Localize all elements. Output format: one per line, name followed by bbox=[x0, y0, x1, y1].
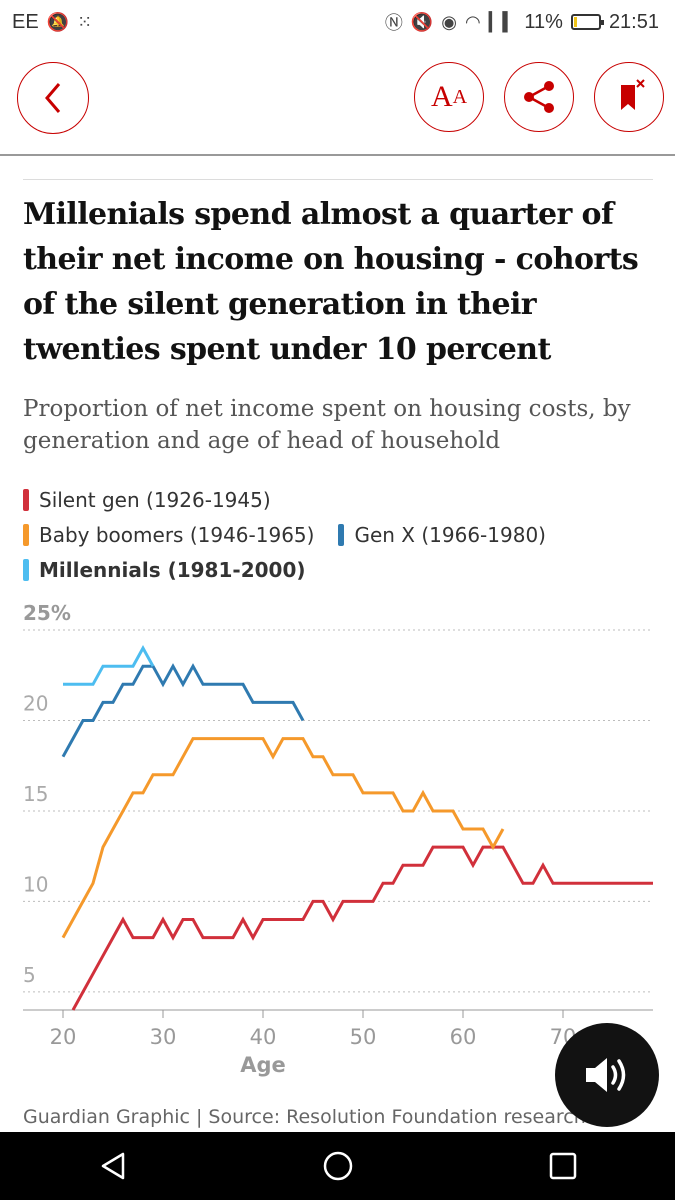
clock: 21:51 bbox=[608, 10, 659, 33]
y-tick-label: 25% bbox=[23, 601, 71, 625]
battery-icon bbox=[570, 14, 604, 30]
back-button[interactable] bbox=[17, 62, 89, 134]
fitbit-icon: ⁙ bbox=[77, 11, 93, 32]
legend-swatch-boomers bbox=[23, 523, 29, 546]
y-tick-label: 10 bbox=[23, 872, 48, 896]
legend-swatch-millennials bbox=[23, 558, 29, 581]
x-tick-label: 50 bbox=[350, 1025, 377, 1049]
legend-label-millennials: Millennials (1981-2000) bbox=[39, 557, 306, 582]
y-tick-label: 5 bbox=[23, 963, 36, 987]
chart-subtitle: Proportion of net income spent on housin… bbox=[23, 396, 631, 454]
y-tick-label: 20 bbox=[23, 691, 48, 715]
chart-headline: Millenials spend almost a quarter of the… bbox=[23, 197, 639, 367]
carrier-label: EE bbox=[12, 10, 39, 33]
battery-percent: 11% bbox=[524, 10, 563, 33]
x-tick-label: 60 bbox=[450, 1025, 477, 1049]
triangle-back-icon bbox=[101, 1152, 124, 1180]
chart-source: Guardian Graphic | Source: Resolution Fo… bbox=[23, 1106, 586, 1128]
x-tick-label: 20 bbox=[50, 1025, 77, 1049]
speaker-icon bbox=[586, 1058, 626, 1092]
legend-item-silent: Silent gen (1926-1945) bbox=[23, 488, 271, 512]
share-icon bbox=[524, 81, 554, 113]
vibrate-off-icon: 🔇 bbox=[410, 11, 434, 32]
legend-item-genx: Gen X (1966-1980) bbox=[338, 523, 546, 547]
system-navigation-bar bbox=[0, 1132, 675, 1200]
legend-swatch-silent bbox=[23, 488, 29, 511]
nav-back-button[interactable] bbox=[83, 1136, 143, 1196]
battery-fill bbox=[573, 17, 577, 27]
square-recents-icon bbox=[549, 1152, 576, 1180]
signal-icon: ▎▍ bbox=[488, 11, 517, 32]
nav-home-button[interactable] bbox=[308, 1136, 368, 1196]
series-line-silent bbox=[71, 845, 653, 1011]
legend-label-genx: Gen X (1966-1980) bbox=[354, 522, 546, 547]
listen-audio-button[interactable] bbox=[555, 1023, 659, 1127]
series-line-millennials bbox=[63, 644, 155, 686]
chevron-left-icon bbox=[45, 83, 61, 113]
legend-item-boomers: Baby boomers (1946-1965) bbox=[23, 523, 314, 547]
eye-comfort-icon: ◉ bbox=[441, 11, 457, 32]
legend-label-silent: Silent gen (1926-1945) bbox=[39, 487, 271, 512]
bookmark-remove-icon bbox=[621, 79, 645, 110]
nav-recents-button[interactable] bbox=[533, 1136, 593, 1196]
x-tick-label: 40 bbox=[250, 1025, 277, 1049]
nfc-icon: Ⓝ bbox=[384, 13, 403, 33]
remove-bookmark-button[interactable] bbox=[594, 62, 664, 132]
series-line-boomers bbox=[61, 737, 505, 939]
x-axis-label: Age bbox=[240, 1053, 286, 1077]
legend-label-boomers: Baby boomers (1946-1965) bbox=[39, 522, 315, 547]
font-size-icon-small: A bbox=[452, 85, 468, 108]
series-line-genx bbox=[61, 663, 305, 758]
circle-home-icon bbox=[323, 1151, 352, 1181]
x-tick-label: 30 bbox=[150, 1025, 177, 1049]
font-size-icon-large: A bbox=[430, 80, 453, 113]
legend-swatch-genx bbox=[338, 523, 345, 546]
wifi-icon: ◠ bbox=[464, 11, 481, 32]
headline-divider bbox=[23, 179, 653, 180]
share-button[interactable] bbox=[504, 62, 574, 132]
legend-item-millennials: Millennials (1981-2000) bbox=[23, 558, 306, 582]
chart-legend: Silent gen (1926-1945) Baby boomers (194… bbox=[23, 482, 663, 587]
mute-notification-icon: 🔕 bbox=[46, 11, 70, 32]
status-bar: EE 🔕 ⁙ Ⓝ 🔇 ◉ ◠ ▎▍ 11% 21:51 bbox=[0, 0, 675, 44]
y-tick-label: 15 bbox=[23, 782, 48, 806]
